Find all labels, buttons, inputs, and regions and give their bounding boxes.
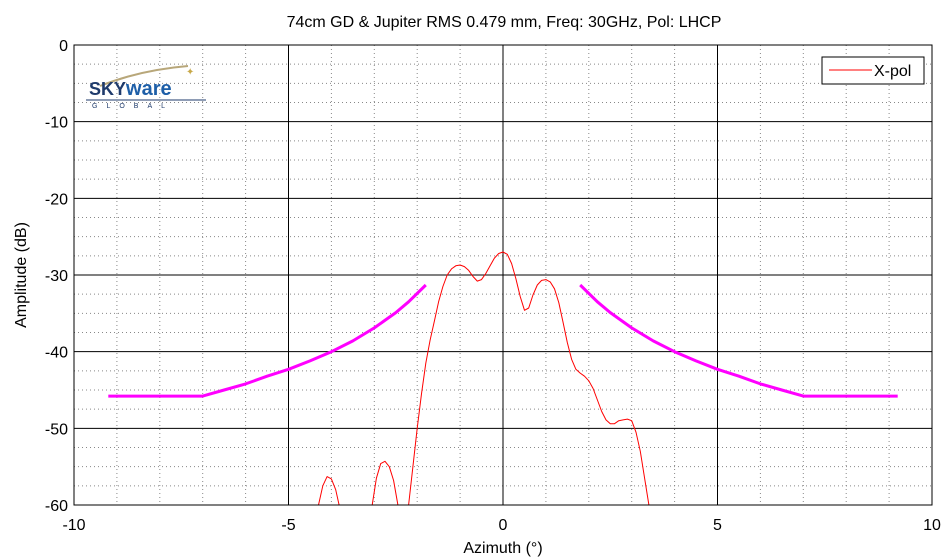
- y-tick-label: -20: [45, 191, 68, 208]
- y-tick-label: -50: [45, 421, 68, 438]
- x-tick-label: -10: [62, 517, 85, 534]
- y-tick-label: -30: [45, 268, 68, 285]
- series-line-mask-2: [579, 283, 898, 398]
- y-tick-label: -10: [45, 115, 68, 132]
- logo-star-icon: ✦: [186, 67, 194, 78]
- legend-label-x-pol: X-pol: [874, 63, 911, 80]
- x-tick-label: 5: [713, 517, 722, 534]
- plot-frame: [73, 44, 933, 506]
- legend: X-pol: [821, 56, 925, 85]
- x-tick-label: 0: [499, 517, 508, 534]
- logo-wordmark: SKYware: [89, 78, 172, 100]
- y-tick-label: -60: [45, 498, 68, 515]
- chart-title: 74cm GD & Jupiter RMS 0.479 mm, Freq: 30…: [287, 14, 722, 31]
- y-tick-label: -40: [45, 345, 68, 362]
- skyware-logo: ✦ SKYware GLOBAL: [86, 65, 206, 110]
- logo-swoosh: [99, 65, 189, 87]
- logo-subtitle: GLOBAL: [92, 103, 174, 110]
- x-tick-label: 10: [923, 517, 941, 534]
- y-tick-label: 0: [59, 38, 68, 55]
- y-axis-label: Amplitude (dB): [13, 222, 30, 328]
- series-line-mask-1: [108, 283, 427, 398]
- y-tick-labels: 0 -10 -20 -30 -40 -50 -60: [45, 38, 68, 515]
- x-axis-label: Azimuth (°): [463, 540, 542, 557]
- x-tick-label: -5: [281, 517, 295, 534]
- series-layer: [108, 251, 898, 506]
- series-line-x-pol: [318, 251, 650, 506]
- x-tick-labels: -10 -5 0 5 10: [62, 517, 941, 534]
